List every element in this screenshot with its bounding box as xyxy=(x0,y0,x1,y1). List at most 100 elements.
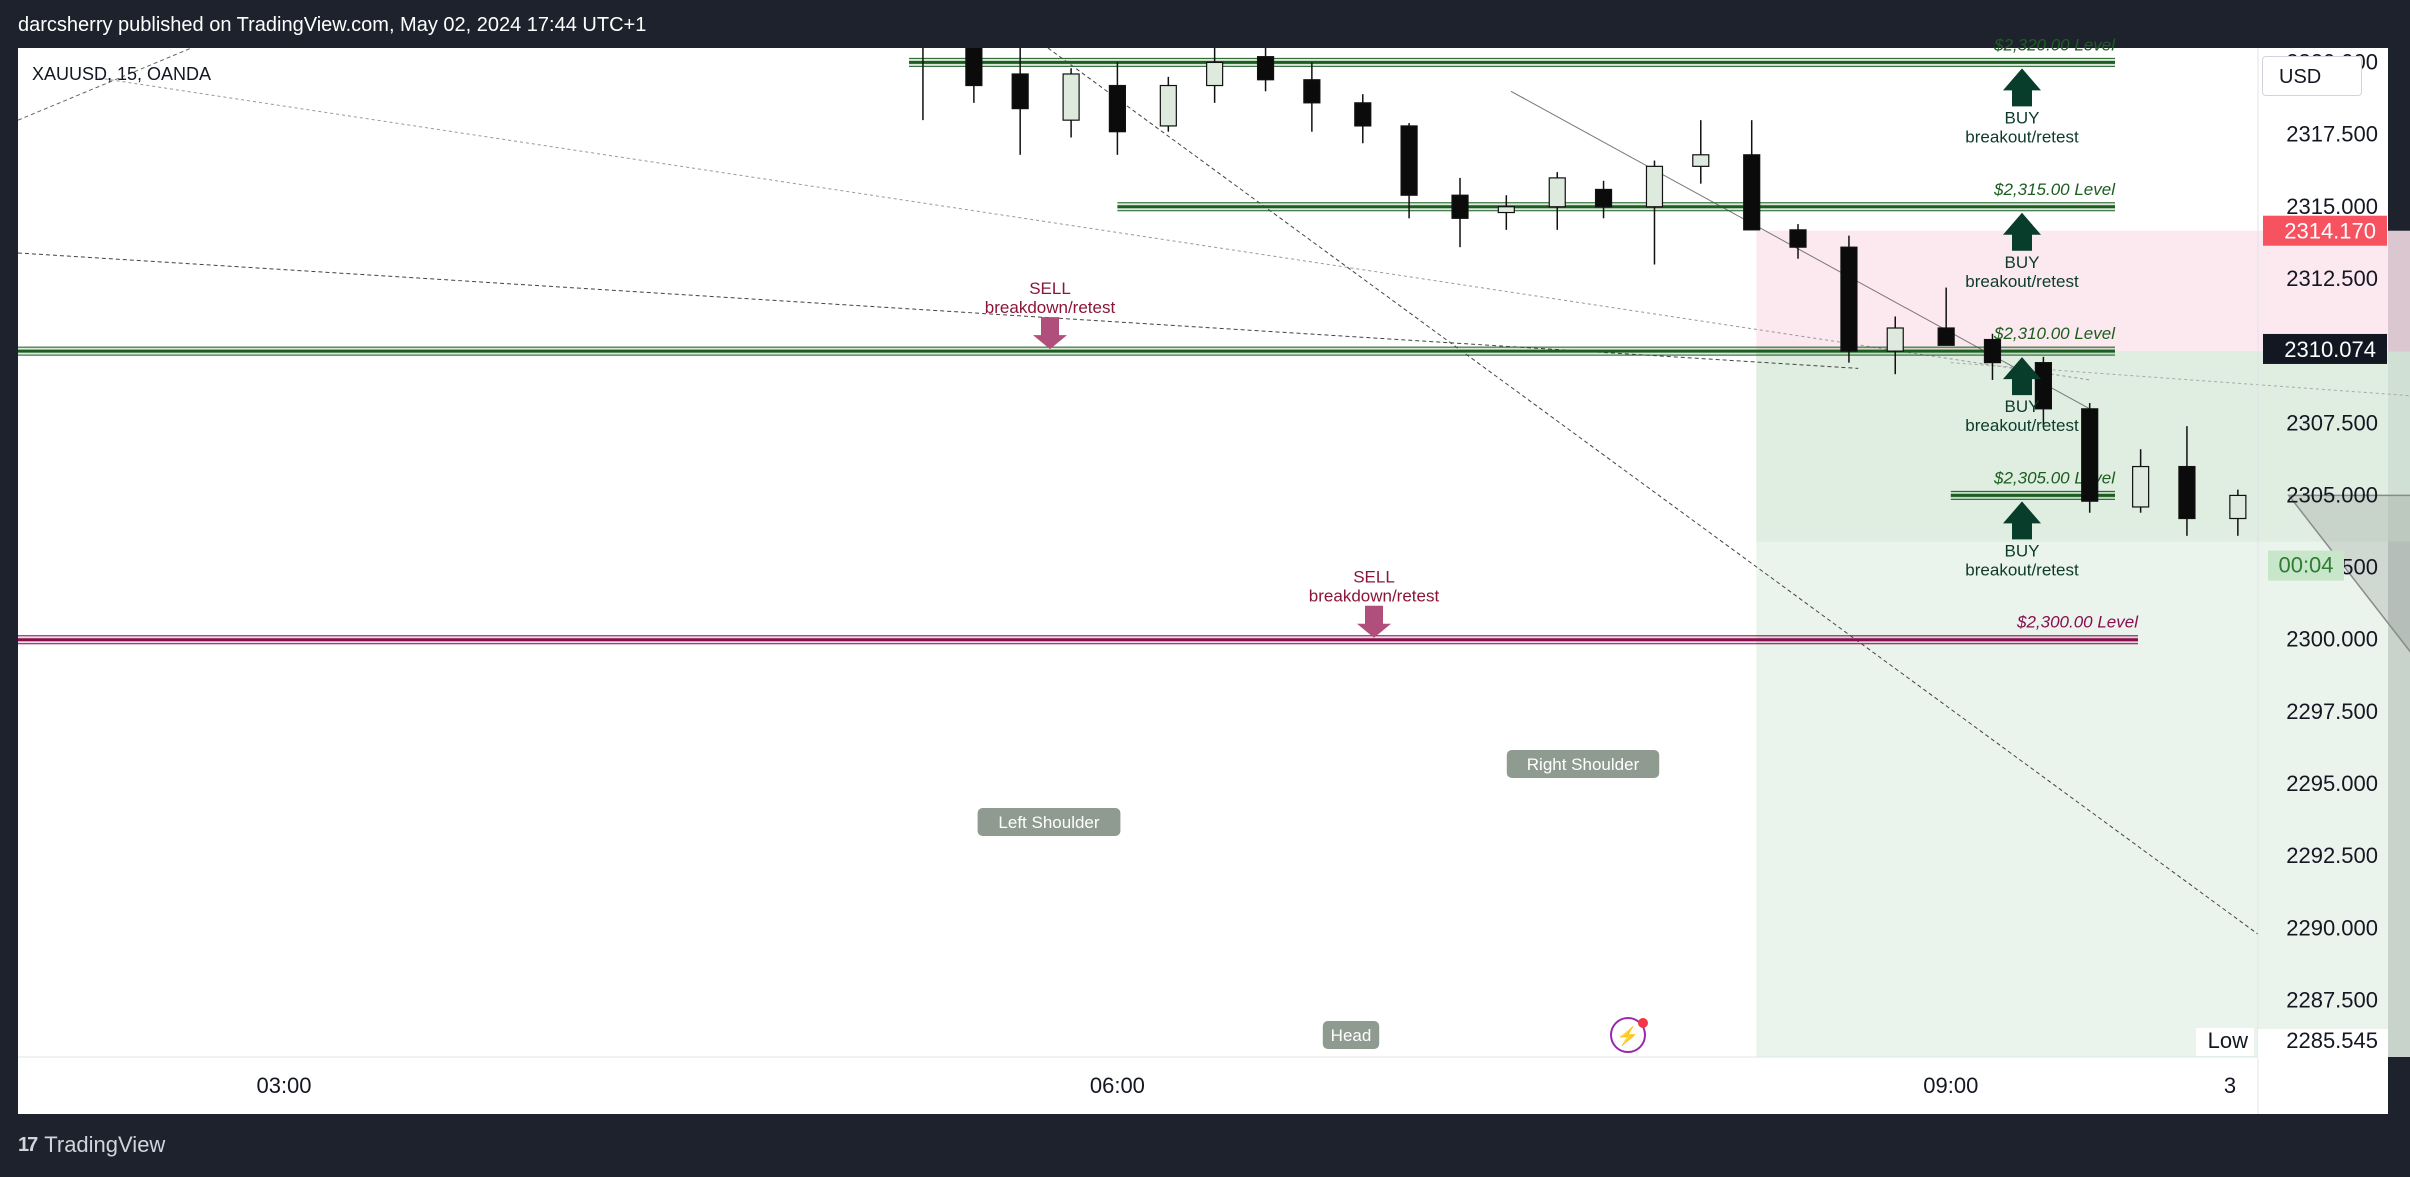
candle-body[interactable] xyxy=(1983,338,2002,364)
buy-sublabel: breakout/retest xyxy=(1965,560,2079,579)
candle-body[interactable] xyxy=(1206,61,1224,87)
low-price-label: 2285.545 xyxy=(2286,1028,2378,1053)
level-label-0: $2,320.00 Level xyxy=(1993,35,2116,54)
sell-arrow-icon[interactable] xyxy=(1033,317,1067,350)
sell-label: SELL xyxy=(1353,568,1395,587)
level-label-4: $2,300.00 Level xyxy=(2016,613,2139,632)
low-tag-label: Low xyxy=(2208,1028,2248,1053)
candle-body[interactable] xyxy=(1594,188,1613,208)
y-tick-label: 2305.000 xyxy=(2286,482,2378,507)
symbol-info: XAUUSD, 15, OANDA xyxy=(32,64,212,84)
buy-sublabel: breakout/retest xyxy=(1965,127,2079,146)
candle-body[interactable] xyxy=(1256,56,1275,81)
pattern-label: Left Shoulder xyxy=(998,813,1099,832)
candle-body[interactable] xyxy=(1354,102,1372,127)
pattern-label: Head xyxy=(1331,1026,1372,1045)
x-tick-label: 09:00 xyxy=(1923,1073,1978,1098)
buy-label: BUY xyxy=(2005,253,2040,272)
candle-body[interactable] xyxy=(1645,165,1664,208)
pattern-label: Right Shoulder xyxy=(1527,755,1640,774)
pattern-label-bg xyxy=(1322,1021,1380,1049)
lightning-icon: ⚡ xyxy=(1617,1025,1639,1047)
level-label-2: $2,310.00 Level xyxy=(1993,324,2116,343)
candle-body[interactable] xyxy=(1886,327,1904,352)
buy-arrow-icon[interactable] xyxy=(2003,68,2041,107)
countdown-label: 00:04 xyxy=(2278,553,2333,578)
y-tick-label: 2287.500 xyxy=(2286,988,2378,1013)
candle-body[interactable] xyxy=(1840,246,1858,352)
sell-label: SELL xyxy=(1029,279,1071,298)
candle-body[interactable] xyxy=(1937,327,1955,346)
candle-body[interactable] xyxy=(1062,73,1080,121)
candle-body[interactable] xyxy=(1497,206,1515,214)
publisher-bar: darcsherry published on TradingView.com,… xyxy=(0,0,2410,48)
descending-trendline[interactable] xyxy=(1047,48,2258,935)
publisher-text: darcsherry published on TradingView.com,… xyxy=(18,14,647,36)
buy-arrow-icon[interactable] xyxy=(2003,212,2041,251)
candle-body[interactable] xyxy=(1108,84,1127,133)
buy-sublabel: breakout/retest xyxy=(1965,272,2079,291)
y-tick-label: 2307.500 xyxy=(2286,410,2378,435)
x-tick-label: 3 xyxy=(2224,1073,2236,1098)
candle-body[interactable] xyxy=(1400,125,1418,196)
y-tick-label: 2292.500 xyxy=(2286,843,2378,868)
brand-name: TradingView xyxy=(44,1132,166,1157)
y-tick-label: 2295.000 xyxy=(2286,771,2378,796)
sell-arrow-icon[interactable] xyxy=(1357,605,1391,638)
candle-body[interactable] xyxy=(2132,465,2150,508)
y-tick-label: 2317.500 xyxy=(2286,122,2378,147)
candle-body[interactable] xyxy=(915,0,931,34)
sell-sublabel: breakdown/retest xyxy=(985,298,1116,317)
x-tick-label: 06:00 xyxy=(1090,1073,1145,1098)
y-tick-label: 2290.000 xyxy=(2286,915,2378,940)
candle-body[interactable] xyxy=(1159,84,1177,127)
buy-arrow-icon[interactable] xyxy=(2003,357,2041,396)
buy-label: BUY xyxy=(2005,108,2040,127)
buy-arrow-icon[interactable] xyxy=(2003,501,2041,540)
y-tick-label: 2297.500 xyxy=(2286,699,2378,724)
candle-body[interactable] xyxy=(1451,194,1469,219)
candle-body[interactable] xyxy=(2229,494,2247,520)
buy-label: BUY xyxy=(2005,397,2040,416)
y-tick-label: 2315.000 xyxy=(2286,194,2378,219)
candle-body[interactable] xyxy=(2034,362,2053,410)
buy-sublabel: breakout/retest xyxy=(1965,416,2079,435)
candle-body[interactable] xyxy=(2081,408,2099,502)
candle-body[interactable] xyxy=(1303,79,1321,104)
ascending-trendline-left[interactable] xyxy=(18,48,192,121)
crosshair-price-box xyxy=(2263,333,2387,364)
notification-dot xyxy=(1638,1018,1648,1028)
neckline-extension[interactable] xyxy=(98,77,2090,381)
inner-trendline[interactable] xyxy=(1950,362,2410,536)
low-box-bg xyxy=(2258,1029,2388,1059)
y-tick-label: 2312.500 xyxy=(2286,266,2378,291)
crosshair-price-label: 2310.074 xyxy=(2284,337,2376,362)
trendline-upper-left[interactable] xyxy=(18,252,1859,369)
x-tick-label: 03:00 xyxy=(256,1073,311,1098)
last-price-label: 2314.170 xyxy=(2284,219,2376,244)
candle-body[interactable] xyxy=(1789,229,1807,248)
y-tick-label: 2300.000 xyxy=(2286,627,2378,652)
currency-button[interactable]: USD xyxy=(2262,56,2362,96)
candle-body[interactable] xyxy=(1743,154,1761,231)
alert-icon[interactable] xyxy=(1610,1017,1646,1053)
countdown-box xyxy=(2268,550,2344,581)
last-price-box xyxy=(2263,215,2387,246)
candle-body[interactable] xyxy=(2178,465,2196,520)
sell-sublabel: breakdown/retest xyxy=(1309,587,1440,606)
buy-label: BUY xyxy=(2005,541,2040,560)
low-tag-bg xyxy=(2196,1028,2254,1056)
candle-body[interactable] xyxy=(1548,177,1566,208)
candle-body[interactable] xyxy=(1011,73,1029,110)
tradingview-logo-icon: 17 xyxy=(18,1133,38,1156)
level-label-1: $2,315.00 Level xyxy=(1993,180,2116,199)
candle-body[interactable] xyxy=(1692,154,1710,167)
pattern-label-bg xyxy=(977,808,1121,836)
head-shoulders-pattern[interactable] xyxy=(2287,494,2410,1029)
footer-bar xyxy=(0,1114,2410,1177)
candle-body[interactable] xyxy=(965,34,983,87)
pattern-label-bg xyxy=(1506,750,1660,778)
stop-loss-zone xyxy=(1756,230,2410,352)
brand-footer[interactable]: 17 TradingView xyxy=(18,1132,165,1158)
